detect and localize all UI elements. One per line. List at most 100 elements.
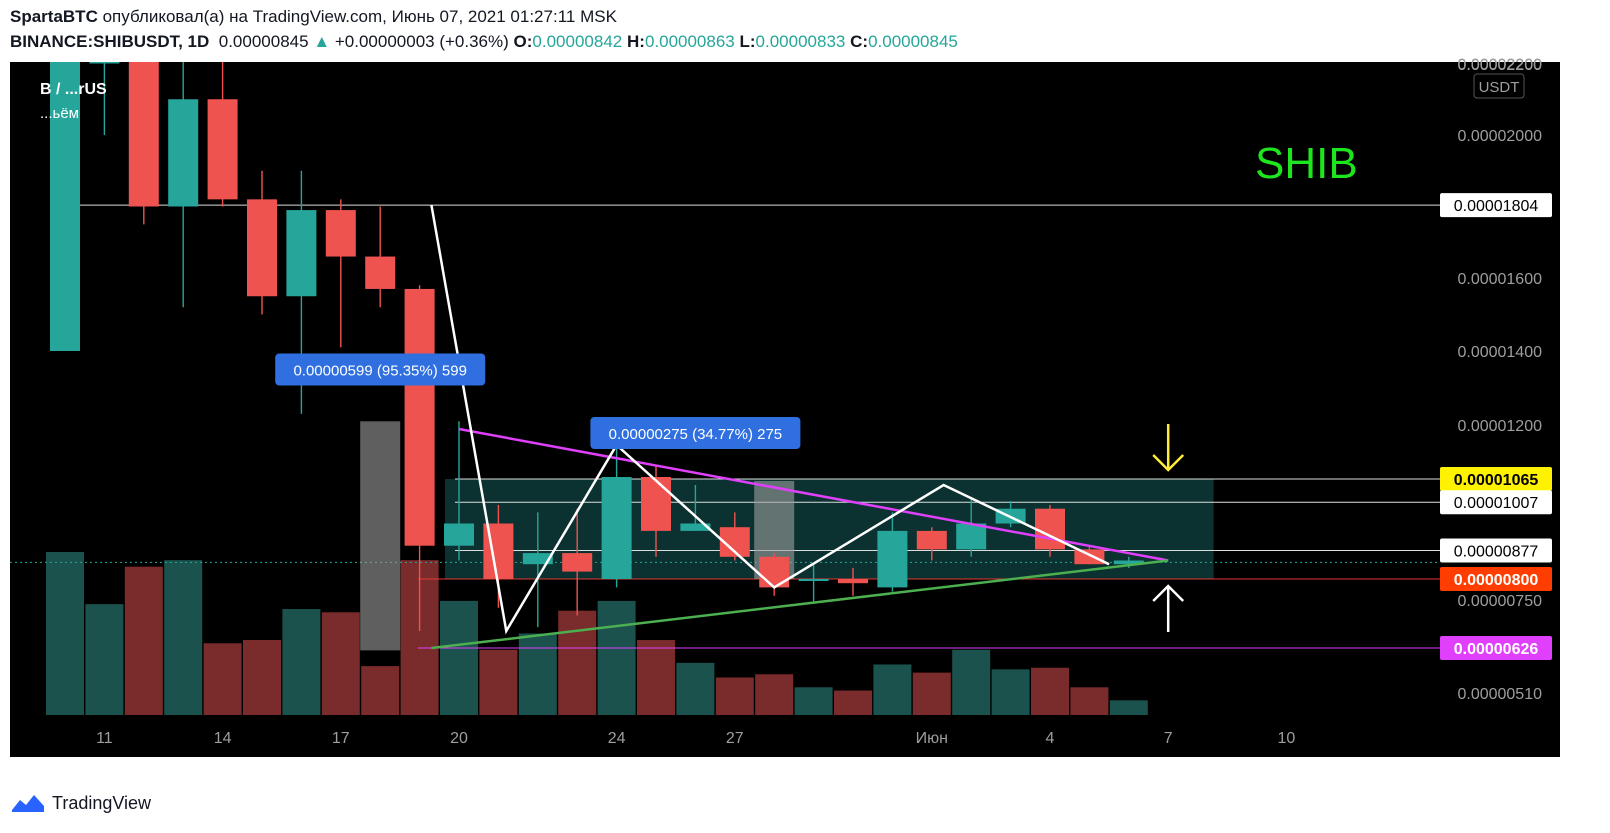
- high-value: 0.00000863: [644, 32, 735, 51]
- published-text: опубликовал(а) на TradingView.com, Июнь …: [102, 7, 617, 26]
- volume-bar: [361, 666, 400, 715]
- volume-bar: [440, 600, 478, 715]
- volume-bar: [85, 604, 124, 715]
- volume-bar: [1070, 687, 1109, 715]
- candle-body: [365, 256, 396, 289]
- volume-bar: [794, 687, 833, 715]
- price-axis-tick: 0.00000510: [1457, 686, 1542, 703]
- price-label-box: [1440, 636, 1552, 661]
- measure-label-text: 0.00000599 (95.35%) 599: [293, 363, 466, 380]
- high-label: H:: [626, 32, 645, 51]
- price-label-text: 0.00000877: [1454, 544, 1539, 561]
- volume-bar: [715, 677, 754, 715]
- candle-body: [50, 62, 80, 351]
- measure-box: [360, 421, 401, 651]
- time-axis-tick: 14: [214, 730, 232, 747]
- volume-bar: [164, 560, 203, 715]
- measure-label-box: [275, 353, 486, 386]
- volume-bar: [1109, 700, 1148, 715]
- volume-bar: [518, 633, 557, 715]
- price-label-text: 0.00001065: [1454, 472, 1539, 489]
- ohlc-line: BINANCE:SHIBUSDT, 1D 0.00000845 ▲ +0.000…: [10, 32, 958, 52]
- down-arrow-icon: [1152, 424, 1185, 472]
- time-axis-tick: 4: [1046, 730, 1055, 747]
- candle-body: [444, 523, 474, 546]
- time-axis-tick: 27: [726, 730, 744, 747]
- price-label-box: [1440, 193, 1552, 218]
- candle-body: [325, 210, 356, 257]
- candle-body: [956, 523, 987, 550]
- last-price: 0.00000845: [218, 32, 309, 51]
- volume-bar: [124, 566, 163, 715]
- volume-bar: [203, 643, 242, 715]
- time-axis-tick: Июн: [916, 730, 948, 747]
- up-arrow-icon: [1152, 584, 1185, 632]
- volume-bar: [676, 662, 715, 715]
- volume-bar: [991, 669, 1030, 715]
- volume-bar: [597, 600, 636, 715]
- publication-line: SpartaBTC опубликовал(а) на TradingView.…: [10, 7, 617, 27]
- candle-body: [877, 530, 908, 588]
- volume-bar: [46, 552, 84, 715]
- candle-body: [680, 523, 711, 531]
- candle-body: [759, 556, 790, 588]
- low-label: L:: [739, 32, 756, 51]
- footer-brand[interactable]: TradingView: [10, 792, 151, 814]
- price-axis-tick: 0.00001200: [1457, 418, 1542, 435]
- time-axis-tick: 7: [1164, 730, 1173, 747]
- volume-bar: [952, 649, 991, 715]
- volume-bar: [243, 640, 281, 715]
- candle-body: [168, 99, 199, 207]
- price-axis-tick: 0.00000750: [1457, 593, 1542, 610]
- volume-bar: [1031, 667, 1069, 715]
- candle-body: [247, 199, 277, 297]
- brand-name: TradingView: [52, 792, 152, 813]
- price-label-text: 0.00000800: [1454, 572, 1539, 589]
- tradingview-logo-icon: [12, 795, 44, 812]
- currency-badge-box: [1473, 73, 1525, 99]
- wave-pattern-line: [430, 204, 1110, 635]
- plot-area: 0.00000599 (95.35%) 599 0.00000275 (34.77…: [10, 62, 1440, 715]
- candle-body: [89, 62, 120, 64]
- time-axis-tick: 20: [450, 730, 468, 747]
- time-axis-tick: 24: [608, 730, 626, 747]
- candle-body: [641, 477, 671, 531]
- volume-bar: [479, 649, 518, 715]
- resistance-trendline: [458, 427, 1169, 562]
- volume-bar: [637, 640, 675, 715]
- volume-bar: [755, 674, 794, 715]
- legend-fragment: B / ...rUS: [40, 81, 107, 98]
- volume-bar: [873, 664, 912, 715]
- up-triangle-icon: ▲: [313, 32, 331, 51]
- candle-body: [798, 579, 829, 581]
- candle-body: [601, 477, 632, 579]
- open-label: O:: [513, 32, 533, 51]
- price-axis-tick: 0.00001600: [1457, 271, 1542, 288]
- candle-body: [1113, 560, 1144, 565]
- open-value: 0.00000842: [532, 32, 623, 51]
- time-axis-tick: 17: [332, 730, 350, 747]
- price-label-text: 0.00001007: [1454, 495, 1539, 512]
- candle-body: [404, 288, 435, 546]
- candle-body: [1074, 549, 1105, 565]
- volume-bar: [321, 612, 360, 715]
- candle-body: [1035, 508, 1065, 550]
- close-value: 0.00000845: [868, 32, 958, 51]
- price-label-box: [1440, 490, 1552, 515]
- volume-bar: [834, 690, 872, 715]
- volume-bar: [558, 610, 597, 715]
- price-label-box: [1440, 538, 1552, 563]
- time-axis-tick: 11: [96, 730, 113, 747]
- support-trendline: [431, 559, 1169, 650]
- time-axis-tick: 10: [1278, 730, 1296, 747]
- author-name[interactable]: SpartaBTC: [10, 7, 98, 26]
- candle-body: [916, 530, 947, 550]
- price-label-box: [1440, 567, 1552, 591]
- measure-label-box: [590, 417, 801, 449]
- low-value: 0.00000833: [755, 32, 846, 51]
- price-axis-tick: 0.00001400: [1457, 344, 1542, 361]
- close-label: C:: [850, 32, 869, 51]
- symbol-label: BINANCE:SHIBUSDT, 1D: [10, 32, 210, 51]
- price-label-box: [1440, 467, 1552, 491]
